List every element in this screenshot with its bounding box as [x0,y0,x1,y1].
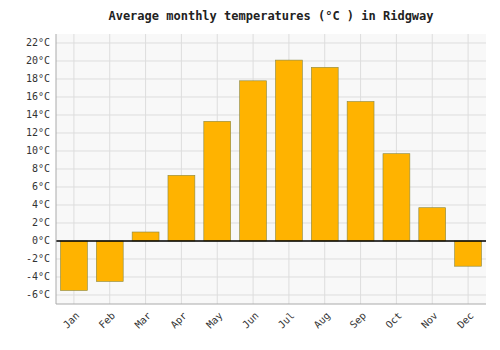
y-tick-label: -6°C [26,289,50,300]
y-tick-label: -4°C [26,271,50,282]
bar [132,232,159,241]
bars [60,60,481,290]
bar [347,102,374,242]
bar [168,175,195,241]
y-tick-label: 10°C [26,145,50,156]
x-tick-label: Nov [419,310,440,331]
bar [455,241,482,266]
y-grid-line [56,205,486,206]
y-tick-label: 20°C [26,55,50,66]
x-tick-label: Sep [348,310,369,331]
bar [240,81,267,241]
y-grid-line [56,133,486,134]
x-tick-label: Jun [240,310,261,331]
bar [311,67,338,241]
y-grid-line [56,187,486,188]
x-axis-line [56,304,486,305]
x-tick-label: Apr [168,310,189,331]
x-tick-label: Jan [61,310,82,331]
y-tick-label: 14°C [26,109,50,120]
y-tick-label: 12°C [26,127,50,138]
chart: -6°C -4°C -2°C 0°C 2°C 4°C 6°C 8°C 10°C 12°C 14°C 1… [0,0,500,350]
x-tick-label: Jul [276,310,297,331]
bar [96,241,123,282]
x-grid-line [432,34,433,304]
y-axis-line [56,34,57,304]
y-tick-label: 0°C [32,235,50,246]
x-tick-label: Dec [455,310,476,331]
y-grid-line [56,43,486,44]
plot-background [56,34,486,304]
y-tick-label: 4°C [32,199,50,210]
bar [275,60,302,241]
y-grid-line [56,295,486,296]
x-grid-line [145,34,146,304]
y-tick-label: 2°C [32,217,50,228]
grid [56,34,486,304]
x-tick-label: Aug [312,310,333,331]
y-tick-label: -2°C [26,253,50,264]
y-tick-label: 22°C [26,37,50,48]
zero-line [56,240,486,242]
y-tick-label: 18°C [26,73,50,84]
x-tick-label: May [204,310,225,331]
bar [383,154,410,241]
y-tick-label: 16°C [26,91,50,102]
y-grid-line [56,151,486,152]
y-grid-line [56,241,486,242]
y-tick-label: 8°C [32,163,50,174]
y-grid-line [56,61,486,62]
bar [60,241,87,291]
y-grid-line [56,115,486,116]
x-tick-label: Mar [133,310,154,331]
bar [204,121,231,241]
x-tick-label: Feb [97,310,118,331]
y-tick-label: 6°C [32,181,50,192]
y-grid-line [56,97,486,98]
bar [419,208,446,241]
title: Average monthly temperatures (°C ) in Ri… [108,9,433,23]
x-grid-line [181,34,182,304]
x-axis: Jan Feb Mar Apr May Jun Jul Aug Sep Oct Nov Dec [61,310,476,331]
y-grid-line [56,169,486,170]
y-grid-line [56,79,486,80]
y-axis: -6°C -4°C -2°C 0°C 2°C 4°C 6°C 8°C 10°C 12°C 14°C 1… [26,37,50,300]
x-tick-label: Oct [383,310,404,331]
